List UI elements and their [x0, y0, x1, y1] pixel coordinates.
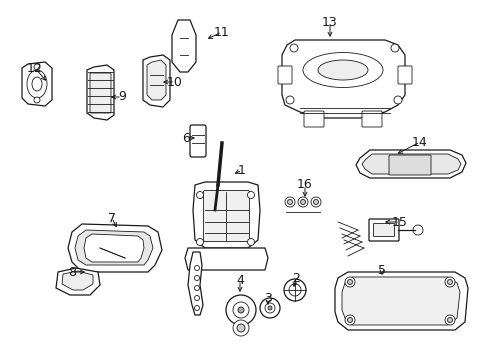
Text: 7: 7: [108, 211, 116, 225]
Polygon shape: [62, 271, 93, 290]
Circle shape: [194, 296, 199, 301]
Ellipse shape: [303, 53, 382, 87]
Circle shape: [390, 44, 398, 52]
Circle shape: [238, 307, 244, 313]
Polygon shape: [361, 154, 460, 174]
Text: 4: 4: [236, 274, 244, 287]
Text: 3: 3: [264, 292, 271, 305]
Circle shape: [297, 197, 307, 207]
FancyBboxPatch shape: [388, 155, 430, 175]
Text: 12: 12: [27, 62, 43, 75]
Circle shape: [347, 279, 352, 284]
Circle shape: [232, 320, 248, 336]
Circle shape: [288, 284, 301, 296]
Circle shape: [260, 298, 280, 318]
FancyBboxPatch shape: [373, 224, 394, 237]
Ellipse shape: [317, 60, 367, 80]
Circle shape: [447, 279, 451, 284]
Polygon shape: [187, 252, 203, 315]
Text: 13: 13: [322, 15, 337, 28]
Polygon shape: [334, 272, 467, 330]
Polygon shape: [68, 224, 162, 272]
Polygon shape: [172, 20, 196, 72]
Circle shape: [444, 277, 454, 287]
Circle shape: [345, 315, 354, 325]
FancyBboxPatch shape: [278, 66, 291, 84]
Polygon shape: [341, 277, 459, 325]
Circle shape: [194, 306, 199, 310]
FancyBboxPatch shape: [90, 73, 111, 113]
Polygon shape: [75, 230, 153, 265]
Circle shape: [412, 225, 422, 235]
Text: 8: 8: [68, 266, 76, 279]
FancyBboxPatch shape: [203, 190, 249, 242]
Circle shape: [345, 277, 354, 287]
Circle shape: [285, 197, 294, 207]
FancyBboxPatch shape: [397, 66, 411, 84]
Circle shape: [34, 97, 40, 103]
Polygon shape: [282, 40, 404, 118]
Polygon shape: [147, 60, 165, 100]
Text: 5: 5: [377, 264, 385, 276]
Polygon shape: [184, 248, 267, 270]
Ellipse shape: [27, 70, 47, 98]
Circle shape: [347, 318, 352, 323]
Polygon shape: [56, 268, 100, 295]
Circle shape: [194, 285, 199, 291]
Polygon shape: [193, 182, 260, 248]
Text: 11: 11: [214, 26, 229, 39]
FancyBboxPatch shape: [368, 219, 398, 241]
Text: 1: 1: [238, 163, 245, 176]
Circle shape: [232, 302, 248, 318]
Polygon shape: [87, 65, 114, 120]
Polygon shape: [142, 55, 170, 107]
Circle shape: [247, 238, 254, 246]
Text: 16: 16: [297, 179, 312, 192]
Text: 14: 14: [411, 135, 427, 148]
Text: 15: 15: [391, 216, 407, 229]
Circle shape: [267, 306, 271, 310]
Circle shape: [393, 96, 401, 104]
Circle shape: [287, 199, 292, 204]
Circle shape: [289, 44, 297, 52]
Circle shape: [196, 238, 203, 246]
Polygon shape: [22, 62, 52, 106]
Circle shape: [284, 279, 305, 301]
Ellipse shape: [32, 77, 42, 91]
Circle shape: [194, 266, 199, 270]
Circle shape: [313, 199, 318, 204]
Circle shape: [300, 199, 305, 204]
Text: 10: 10: [167, 76, 183, 89]
FancyBboxPatch shape: [190, 125, 205, 157]
Circle shape: [196, 192, 203, 198]
Circle shape: [310, 197, 320, 207]
Text: 2: 2: [291, 271, 299, 284]
Circle shape: [285, 96, 293, 104]
Polygon shape: [355, 150, 465, 178]
Circle shape: [237, 324, 244, 332]
Text: 6: 6: [182, 131, 189, 144]
FancyBboxPatch shape: [361, 111, 381, 127]
FancyBboxPatch shape: [304, 111, 324, 127]
Circle shape: [194, 275, 199, 280]
Circle shape: [447, 318, 451, 323]
Circle shape: [225, 295, 256, 325]
Polygon shape: [84, 234, 143, 262]
Circle shape: [247, 192, 254, 198]
Circle shape: [264, 303, 274, 313]
Circle shape: [34, 64, 40, 70]
Circle shape: [444, 315, 454, 325]
Text: 9: 9: [118, 90, 126, 104]
